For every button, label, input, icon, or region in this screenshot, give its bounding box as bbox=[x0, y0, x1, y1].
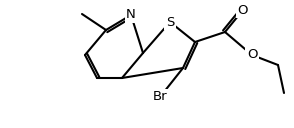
Text: Br: Br bbox=[153, 90, 167, 104]
Text: N: N bbox=[126, 8, 136, 22]
Text: S: S bbox=[166, 15, 174, 29]
Text: O: O bbox=[247, 49, 257, 61]
Text: O: O bbox=[238, 3, 248, 17]
